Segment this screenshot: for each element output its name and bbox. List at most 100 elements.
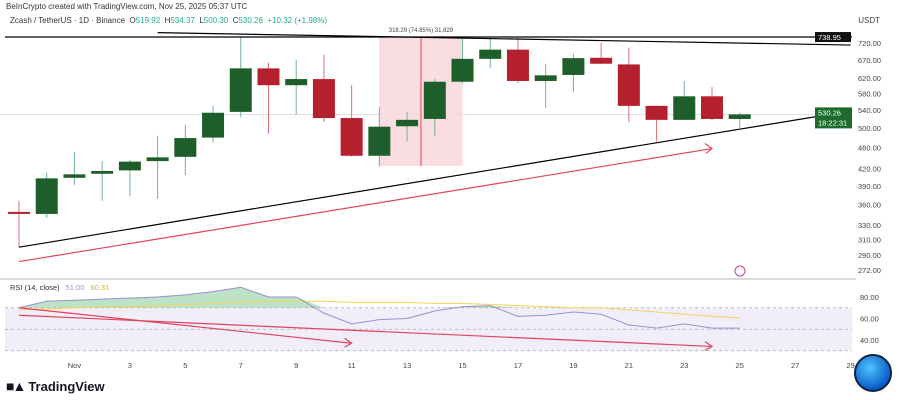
price-tick-label: 670.00 (858, 56, 881, 65)
close-label: C (232, 16, 239, 25)
rsi-divergence-line (18, 314, 713, 348)
price-tick-label: 290.00 (858, 251, 881, 260)
candle-body (229, 68, 252, 112)
date-tick-label: 21 (625, 361, 633, 370)
rsi-ma-line (18, 300, 740, 319)
price-tick-label: 460.00 (858, 144, 881, 153)
candle (312, 54, 335, 123)
candle-body (645, 105, 668, 120)
brand-name: TradingView (28, 378, 105, 394)
candle (617, 47, 640, 123)
price-tick-label: 360.00 (858, 201, 881, 210)
candle-body (202, 112, 225, 138)
date-tick-label: 13 (403, 361, 411, 370)
price-range-label: 318.29 (74.85%) 31,829 (389, 28, 454, 34)
arrow-head-icon (344, 337, 353, 348)
rsi-line (18, 286, 740, 329)
price-tick-label: 272.00 (858, 266, 881, 275)
candle-body (91, 170, 114, 174)
chart-credit: BeInCrypto created with TradingView.com,… (6, 2, 248, 11)
beincrypto-logo-icon (854, 354, 892, 392)
change-value: +10.32 (+1.98%) (267, 16, 328, 25)
date-tick-label: 27 (791, 361, 799, 370)
candle (673, 80, 696, 121)
candle-body (285, 79, 308, 86)
candle-body (451, 58, 474, 82)
open-value: 519.92 (135, 16, 161, 25)
date-tick-label: 5 (183, 361, 187, 370)
candle-body (146, 157, 169, 162)
close-value: 530.26 (238, 16, 263, 25)
candle-body (534, 75, 557, 81)
candle-body (340, 118, 363, 156)
rsi-band-fill (5, 307, 852, 351)
candle-body (368, 126, 391, 156)
candle-body (562, 58, 585, 75)
high-marker-badge (815, 32, 851, 43)
candle (91, 161, 114, 201)
candle-body (479, 49, 502, 59)
arrow-head-icon (704, 143, 713, 154)
tradingview-logo: ■▲ TradingView (6, 378, 105, 394)
rsi-ma-value: 60.31 (90, 283, 109, 292)
candle (479, 37, 502, 68)
candle-body (590, 57, 613, 64)
high-marker-label: 738.95 (818, 33, 841, 42)
candle-body (423, 81, 446, 119)
candle (174, 124, 197, 175)
high-value: 534.37 (170, 16, 195, 25)
candle (701, 87, 723, 121)
candle-body (396, 119, 419, 127)
candle (645, 105, 668, 142)
candle (257, 62, 280, 134)
candle-body (728, 114, 751, 119)
rsi-level-label: 60.00 (860, 315, 879, 324)
date-tick-label: 11 (348, 361, 356, 370)
candle-body (312, 79, 335, 119)
price-tick-label: 390.00 (858, 182, 881, 191)
open-label: O (129, 16, 136, 25)
candle (35, 172, 58, 218)
candle-body (257, 68, 280, 86)
candle (562, 53, 585, 93)
date-tick-label: 17 (514, 361, 522, 370)
tradingview-logo-icon: ■▲ (6, 378, 26, 394)
candle (396, 111, 419, 142)
rsi-value: 51.00 (66, 283, 85, 292)
candle (451, 37, 474, 84)
low-value: 500.30 (203, 16, 229, 25)
last-price-badge (815, 107, 852, 129)
candle (8, 200, 30, 248)
candle (368, 107, 391, 167)
candle (202, 105, 225, 143)
candle-body (174, 138, 197, 157)
candle (534, 63, 557, 108)
candle-body (506, 49, 529, 81)
candle (340, 85, 363, 157)
candle (728, 112, 751, 128)
candle-body (118, 161, 141, 171)
high-label: H (164, 16, 171, 25)
date-tick-label: Nov (68, 361, 82, 370)
candle-body (8, 211, 30, 214)
date-tick-label: 7 (239, 361, 243, 370)
date-tick-label: 9 (294, 361, 298, 370)
candle (423, 79, 446, 136)
rsi-overbought-fill (19, 287, 740, 308)
date-tick-label: 23 (680, 361, 688, 370)
candle-body (35, 178, 58, 214)
candle-body (673, 96, 696, 120)
candle (285, 59, 308, 115)
rsi-level-label: 40.00 (860, 336, 879, 345)
candle (590, 43, 613, 64)
candle (118, 160, 141, 196)
price-tick-label: 310.00 (858, 236, 881, 245)
rsi-title: RSI (14, close) (10, 283, 60, 292)
date-tick-label: 15 (458, 361, 466, 370)
date-tick-label: 25 (736, 361, 744, 370)
symbol-name[interactable]: Zcash / TetherUS · 1D · Binance (10, 16, 126, 25)
date-tick-label: 29 (846, 361, 854, 370)
candle (63, 151, 86, 185)
date-tick-label: 3 (128, 361, 132, 370)
